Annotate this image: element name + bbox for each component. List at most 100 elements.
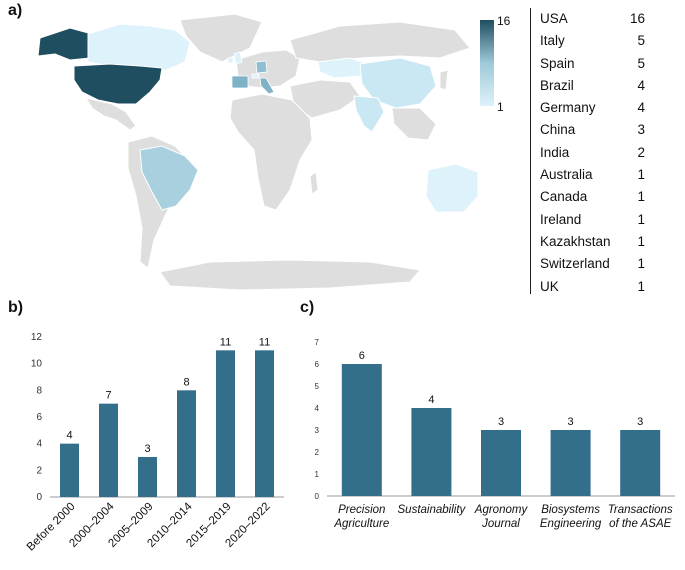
map-color-legend	[480, 20, 494, 106]
country-count: 1	[637, 189, 645, 205]
country-count: 5	[637, 55, 645, 71]
y-tick-label: 6	[36, 412, 42, 423]
bar	[216, 350, 235, 497]
country-name: China	[540, 122, 576, 138]
map-se-asia	[391, 107, 437, 141]
y-tick-label: 12	[31, 332, 43, 343]
y-tick-label: 8	[36, 385, 42, 396]
bar-value-label: 3	[637, 416, 643, 428]
y-tick-label: 2	[36, 465, 42, 476]
bar-value-label: 8	[183, 376, 189, 388]
map-india	[353, 95, 385, 133]
table-divider	[530, 8, 531, 294]
y-tick-label: 5	[315, 382, 320, 391]
map-antarctica	[159, 259, 421, 291]
country-row: China 3	[540, 119, 680, 141]
country-count: 1	[637, 278, 645, 294]
country-row: Switzerland 1	[540, 253, 680, 275]
country-name: Kazakhstan	[540, 233, 611, 249]
map-africa	[229, 93, 313, 211]
country-name: Ireland	[540, 211, 582, 227]
country-name: USA	[540, 11, 568, 26]
bar-value-label: 4	[66, 430, 72, 442]
bar	[60, 443, 79, 497]
chart-c-journal-publications: 0 1 2 3 4 5 6 7 6 Precision Agriculture 4 Sustainabi…	[315, 338, 675, 530]
legend-min-label: 1	[497, 100, 504, 114]
bar-value-label: 11	[259, 336, 270, 348]
map-greenland	[179, 13, 263, 63]
country-row: UK 1	[540, 276, 680, 298]
map-spain	[231, 75, 249, 89]
country-count: 16	[629, 11, 645, 26]
bar	[255, 350, 274, 497]
bar-value-label: 6	[359, 350, 365, 362]
country-row: Spain 5	[540, 53, 680, 75]
country-name: Germany	[540, 100, 596, 116]
y-tick-label: 0	[315, 492, 320, 501]
bar-value-label: 11	[220, 336, 231, 348]
country-name: Brazil	[540, 77, 574, 93]
map-japan	[439, 69, 449, 91]
x-category-label: Before 2000	[25, 501, 78, 554]
country-row: Italy 5	[540, 30, 680, 52]
country-row: Australia 1	[540, 164, 680, 186]
map-germany	[255, 60, 268, 74]
country-row: USA 16	[540, 8, 680, 30]
y-tick-label: 6	[315, 360, 320, 369]
map-madagascar	[309, 171, 319, 195]
x-category-label: of the ASAE	[609, 518, 672, 530]
country-row: Kazakhstan 1	[540, 231, 680, 253]
bar	[341, 364, 382, 496]
bar-value-label: 3	[498, 416, 504, 428]
country-count: 1	[637, 256, 645, 272]
country-count: 4	[637, 100, 645, 116]
map-canada	[87, 23, 191, 71]
country-name: Switzerland	[540, 256, 610, 272]
x-category-label: Engineering	[540, 518, 602, 530]
x-category-label: Biosystems	[541, 504, 600, 516]
map-china	[359, 57, 437, 109]
country-row: India 2	[540, 142, 680, 164]
y-tick-label: 2	[315, 448, 320, 457]
map-mexico	[84, 97, 137, 131]
map-italy	[259, 77, 275, 95]
bar-value-label: 3	[568, 416, 574, 428]
x-category-label: Agronomy	[474, 504, 529, 516]
map-russia	[289, 21, 471, 63]
country-count: 2	[637, 144, 645, 160]
map-usa	[73, 63, 163, 105]
bar	[550, 430, 591, 496]
bar	[177, 390, 196, 497]
country-name: UK	[540, 278, 559, 294]
map-switzerland	[251, 73, 260, 79]
bar	[620, 430, 661, 496]
panel-label-b: b)	[8, 299, 24, 316]
y-tick-label: 4	[36, 439, 42, 450]
bar	[481, 430, 521, 496]
country-name: India	[540, 144, 570, 160]
world-map	[37, 13, 479, 291]
bar-value-label: 7	[105, 390, 111, 402]
country-count: 5	[637, 33, 645, 49]
legend-max-label: 16	[497, 14, 511, 28]
panel-label-a: a)	[8, 2, 23, 19]
bar	[411, 408, 452, 496]
bar	[99, 403, 118, 497]
country-count: 1	[637, 211, 645, 227]
bar	[138, 457, 157, 497]
x-category-label: Sustainability	[398, 504, 467, 516]
map-alaska	[37, 27, 93, 61]
y-tick-label: 0	[36, 492, 42, 503]
bar-value-label: 4	[428, 394, 434, 406]
map-ireland	[227, 56, 234, 64]
x-category-label: Journal	[481, 518, 520, 530]
bar-value-label: 3	[144, 443, 150, 455]
country-row: Ireland 1	[540, 209, 680, 231]
country-count: 1	[637, 233, 645, 249]
country-name: Canada	[540, 189, 588, 205]
panel-label-c: c)	[300, 299, 315, 316]
country-count: 3	[637, 122, 645, 138]
country-name: Australia	[540, 167, 593, 183]
country-count: 1	[637, 167, 645, 183]
